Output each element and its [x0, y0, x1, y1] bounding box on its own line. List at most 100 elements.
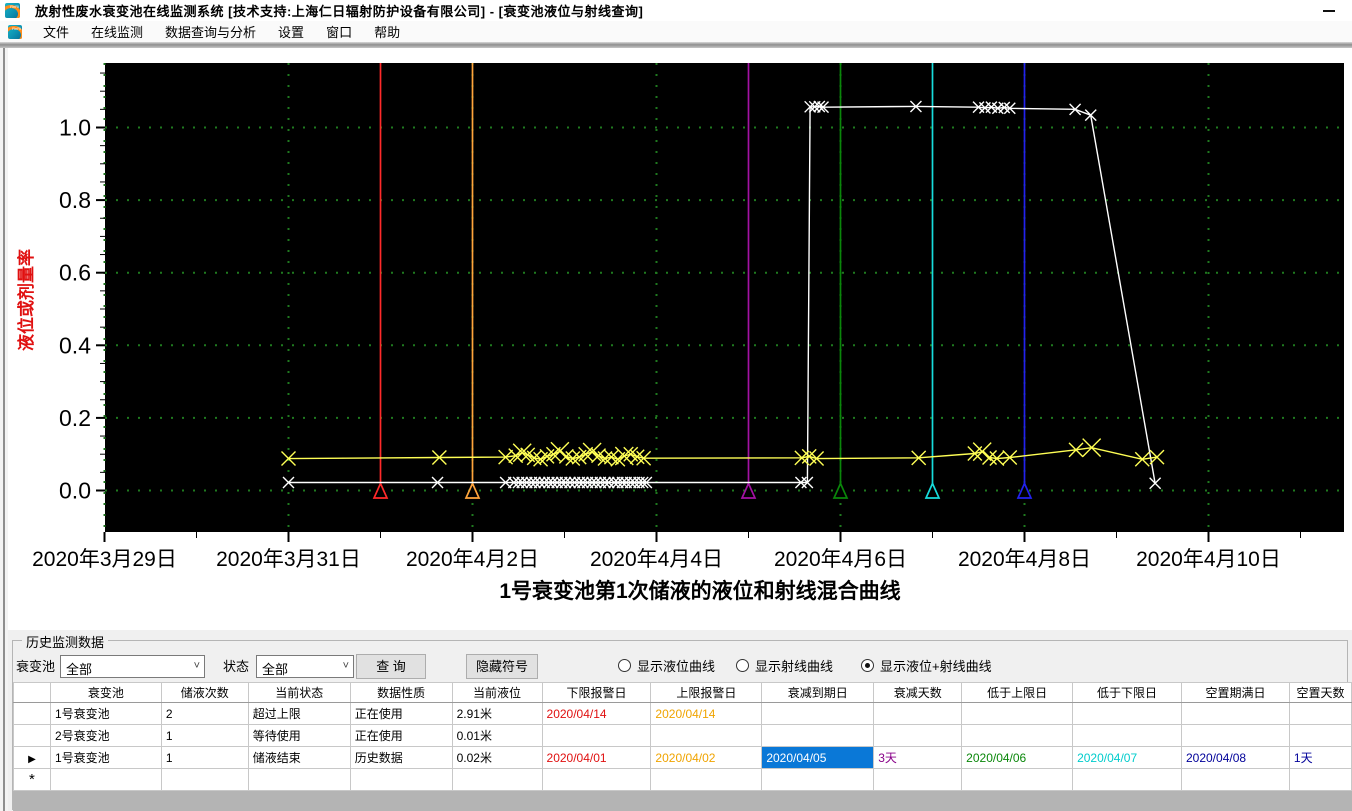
pool-filter-combobox[interactable]: 全部 ˅ [60, 655, 205, 678]
row-selector-cell[interactable]: ▶ [13, 746, 51, 769]
column-header[interactable]: 衰减到期日 [761, 682, 875, 703]
column-header[interactable]: 空置期满日 [1180, 682, 1290, 703]
hide-symbols-button[interactable]: 隐藏符号 [466, 654, 538, 679]
table-cell[interactable]: 等待使用 [247, 724, 351, 747]
table-cell[interactable]: 1 [160, 724, 249, 747]
table-cell[interactable] [761, 768, 875, 791]
radio-show-level-curve[interactable]: 显示液位曲线 [618, 656, 715, 675]
history-data-panel: 历史监测数据 衰变池 全部 ˅ 状态 全部 ˅ 查 询 隐藏符号 显示液位曲线 显… [8, 630, 1352, 811]
table-cell[interactable] [761, 724, 875, 747]
chart-svg: 0.0 0.2 0.4 0.6 0.8 1.0 2020年3月29日 2020年3月31日 20… [16, 63, 1344, 603]
table-cell[interactable] [1288, 702, 1352, 725]
table-cell[interactable] [761, 702, 875, 725]
table-cell[interactable]: 历史数据 [349, 746, 453, 769]
table-cell[interactable]: 2020/04/14 [650, 702, 763, 725]
column-header[interactable]: 当前液位 [451, 682, 543, 703]
column-header[interactable]: 衰减天数 [873, 682, 963, 703]
table-cell[interactable] [1072, 724, 1182, 747]
table-cell[interactable] [650, 724, 763, 747]
table-cell[interactable]: 1号衰变池 [49, 702, 162, 725]
status-filter-combobox[interactable]: 全部 ˅ [256, 655, 354, 678]
data-marker-x [813, 100, 826, 113]
table-cell[interactable] [1180, 702, 1290, 725]
table-cell[interactable] [961, 724, 1074, 747]
y-tick-label: 0.2 [59, 405, 91, 431]
radio-show-ray-curve[interactable]: 显示射线曲线 [736, 656, 833, 675]
table-cell[interactable] [873, 724, 963, 747]
table-cell[interactable]: 2.91米 [451, 702, 543, 725]
table-cell[interactable] [49, 768, 162, 791]
table-cell[interactable]: 正在使用 [349, 702, 453, 725]
table-cell[interactable] [650, 768, 763, 791]
query-button[interactable]: 查 询 [356, 654, 426, 679]
table-cell[interactable]: 2号衰变池 [49, 724, 162, 747]
table-cell[interactable] [541, 768, 652, 791]
event-triangle-icon [372, 481, 389, 499]
table-cell[interactable] [247, 768, 351, 791]
table-cell[interactable] [1288, 768, 1352, 791]
chart-panel: 0.0 0.2 0.4 0.6 0.8 1.0 2020年3月29日 2020年3月31日 20… [8, 48, 1352, 630]
table-cell[interactable] [961, 768, 1074, 791]
column-header[interactable]: 空置天数 [1288, 682, 1352, 703]
table-cell[interactable]: 2 [160, 702, 249, 725]
data-marker-x [582, 442, 602, 462]
column-header[interactable]: 低于下限日 [1072, 682, 1182, 703]
table-cell[interactable] [873, 768, 963, 791]
column-header[interactable]: 数据性质 [349, 682, 453, 703]
table-cell[interactable]: 2020/04/07 [1072, 746, 1182, 769]
table-cell[interactable] [541, 724, 652, 747]
menu-item-online-monitoring[interactable]: 在线监测 [91, 25, 144, 40]
table-cell[interactable] [1180, 768, 1290, 791]
x-tick-label: 2020年4月2日 [406, 548, 539, 571]
x-tick-label: 2020年3月29日 [32, 548, 177, 571]
column-header[interactable]: 下限报警日 [541, 682, 652, 703]
data-marker-x [640, 476, 653, 489]
column-header[interactable]: 上限报警日 [650, 682, 763, 703]
table-cell[interactable]: 储液结束 [247, 746, 351, 769]
menu-item-help[interactable]: 帮助 [374, 25, 401, 40]
menu-item-data-query-analysis[interactable]: 数据查询与分析 [165, 25, 257, 40]
table-cell[interactable]: 超过上限 [247, 702, 351, 725]
table-cell[interactable]: 2020/04/01 [541, 746, 652, 769]
column-header[interactable]: 当前状态 [247, 682, 351, 703]
chevron-down-icon: ˅ [342, 660, 349, 672]
menu-item-settings[interactable]: 设置 [278, 25, 305, 40]
table-cell[interactable]: 0.01米 [451, 724, 543, 747]
table-cell[interactable]: 1 [160, 746, 249, 769]
column-header[interactable]: 衰变池 [49, 682, 162, 703]
table-cell[interactable] [961, 702, 1074, 725]
table-cell[interactable]: 2020/04/02 [650, 746, 763, 769]
table-cell[interactable]: 1天 [1288, 746, 1352, 769]
data-marker-x [526, 450, 542, 466]
table-cell[interactable]: 正在使用 [349, 724, 453, 747]
data-marker-x [1149, 449, 1165, 465]
child-window-icon [8, 24, 22, 39]
table-cell[interactable] [1072, 702, 1182, 725]
table-cell[interactable] [1288, 724, 1352, 747]
menu-items: 文件 在线监测 数据查询与分析 设置 窗口 帮助 [32, 20, 411, 43]
menu-item-window[interactable]: 窗口 [326, 25, 353, 40]
table-cell[interactable]: 1号衰变池 [49, 746, 162, 769]
minimize-button[interactable] [1322, 3, 1336, 15]
row-selector-cell[interactable]: * [13, 768, 51, 791]
row-selector-cell[interactable] [13, 724, 51, 747]
data-marker-x [512, 443, 532, 463]
table-cell[interactable] [1072, 768, 1182, 791]
table-cell[interactable] [451, 768, 543, 791]
table-cell[interactable]: 2020/04/06 [961, 746, 1074, 769]
radio-show-level-plus-ray-curve[interactable]: 显示液位+射线曲线 [861, 656, 992, 675]
table-cell[interactable]: 2020/04/08 [1180, 746, 1290, 769]
table-cell[interactable]: 2020/04/05 [761, 746, 875, 769]
table-cell[interactable] [349, 768, 453, 791]
table-cell[interactable]: 3天 [873, 746, 963, 769]
data-marker-x [636, 450, 652, 466]
table-cell[interactable] [1180, 724, 1290, 747]
table-cell[interactable]: 0.02米 [451, 746, 543, 769]
column-header[interactable]: 低于上限日 [961, 682, 1074, 703]
column-header[interactable]: 储液次数 [160, 682, 249, 703]
menu-item-file[interactable]: 文件 [43, 25, 70, 40]
table-cell[interactable] [873, 702, 963, 725]
table-cell[interactable] [160, 768, 249, 791]
table-cell[interactable]: 2020/04/14 [541, 702, 652, 725]
row-selector-cell[interactable] [13, 702, 51, 725]
